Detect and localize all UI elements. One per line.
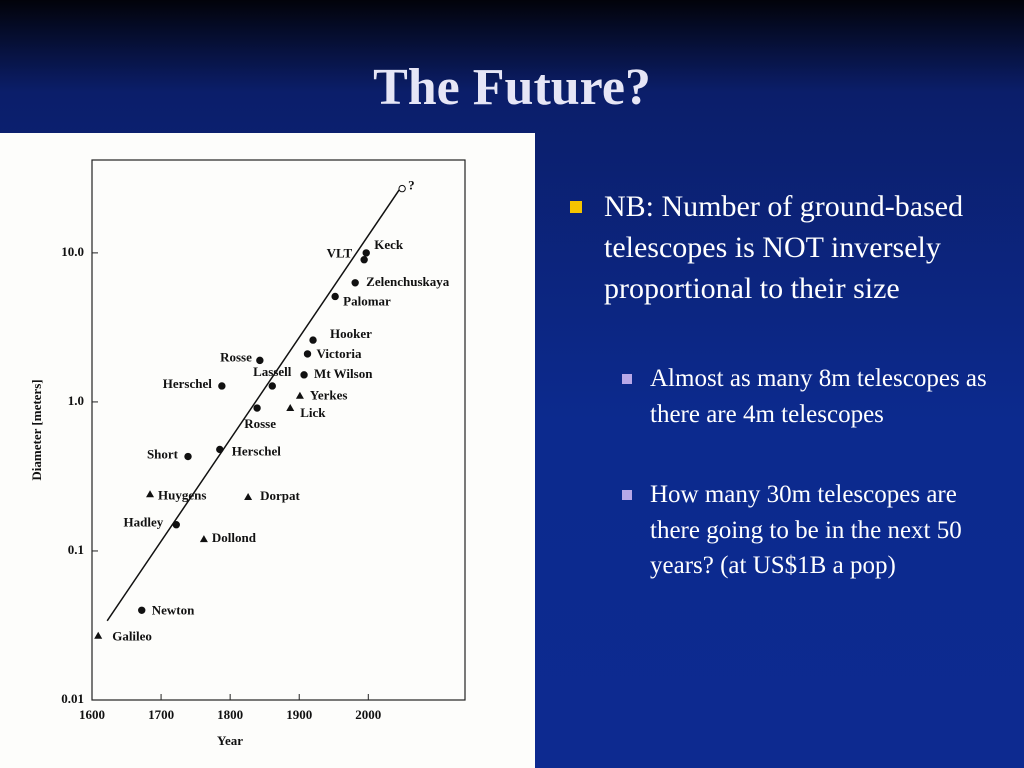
point-label: Herschel xyxy=(163,376,212,391)
point xyxy=(331,292,339,301)
point-label: ? xyxy=(408,178,415,193)
slide-title: The Future? xyxy=(373,59,651,116)
point xyxy=(268,382,276,390)
point xyxy=(199,535,208,543)
point-label: Dollond xyxy=(212,530,257,545)
point xyxy=(94,631,103,639)
point-label: Rosse xyxy=(220,349,252,364)
point xyxy=(295,391,304,399)
point-label: Short xyxy=(147,447,179,462)
y-tick-label: 1.0 xyxy=(68,393,84,408)
y-axis-label: Diameter [meters] xyxy=(29,379,44,480)
sub-bullet: Almost as many 8m telescopes as there ar… xyxy=(650,365,987,428)
point xyxy=(216,445,224,454)
point-label: Herschel xyxy=(232,443,281,458)
y-tick-label: 0.1 xyxy=(68,542,84,557)
point-label: Yerkes xyxy=(310,388,348,403)
point-label: Rosse xyxy=(244,416,276,431)
chart: Year Diameter [meters] 1600 1700 1800 1900 2… xyxy=(0,133,535,768)
point xyxy=(218,382,226,390)
point xyxy=(184,452,192,461)
point xyxy=(253,404,261,412)
plot-frame xyxy=(91,159,466,701)
point-label: Huygens xyxy=(158,487,206,502)
point xyxy=(146,490,155,498)
point xyxy=(256,356,264,365)
point-label: VLT xyxy=(327,246,353,261)
point xyxy=(398,184,406,193)
point-label: Victoria xyxy=(317,346,362,361)
point-label: Keck xyxy=(374,237,404,252)
point-label: Lick xyxy=(300,405,326,420)
sub-bullet: How many 30m telescopes are there going … xyxy=(650,481,962,579)
chart-background xyxy=(0,133,535,768)
point-label: Dorpat xyxy=(260,488,300,503)
x-axis-label: Year xyxy=(217,733,243,748)
point-label: Hadley xyxy=(124,515,164,530)
point xyxy=(300,371,308,379)
point xyxy=(309,336,317,344)
x-tick-label: 1600 xyxy=(79,707,105,722)
x-tick-label: 1900 xyxy=(286,707,312,722)
point-label: Newton xyxy=(152,602,195,617)
bullet-marker xyxy=(622,374,632,384)
y-tick-label: 0.01 xyxy=(61,691,84,706)
point xyxy=(244,493,253,501)
point xyxy=(360,256,368,264)
point xyxy=(138,606,146,614)
y-tick-label: 10.0 xyxy=(61,244,84,259)
point-label: Mt Wilson xyxy=(314,366,373,381)
point xyxy=(303,350,312,358)
point xyxy=(351,279,359,287)
point-label: Zelenchuskaya xyxy=(366,274,450,289)
point-label: Galileo xyxy=(112,629,152,644)
point xyxy=(362,249,370,257)
x-tick-label: 2000 xyxy=(355,707,381,722)
bullet: NB: Number of ground-based telescopes is… xyxy=(604,190,964,305)
trend-line xyxy=(106,188,401,622)
point-label: Lassell xyxy=(253,364,292,379)
bullet-marker xyxy=(622,490,632,500)
x-tick-label: 1700 xyxy=(148,707,174,722)
point-label: Hooker xyxy=(330,326,372,341)
point xyxy=(172,521,180,529)
x-tick-label: 1800 xyxy=(217,707,243,722)
point-label: Palomar xyxy=(343,293,391,308)
bullet-marker xyxy=(570,201,582,213)
point xyxy=(286,404,295,412)
